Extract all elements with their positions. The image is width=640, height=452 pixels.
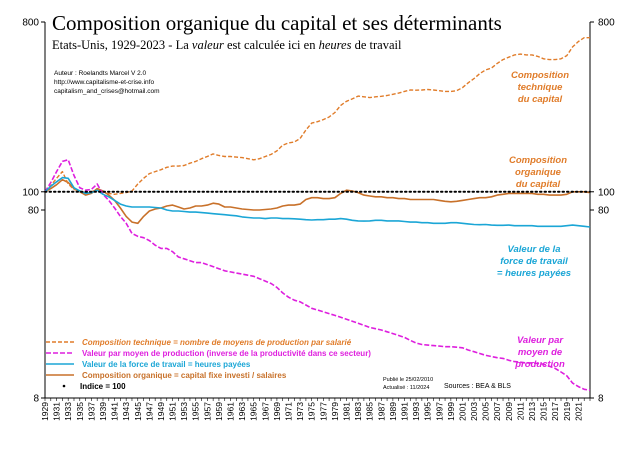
- x-tick-label: 1969: [272, 402, 282, 421]
- x-tick-label: 1947: [144, 402, 154, 421]
- legend-label: Valeur de la force de travail = heures p…: [82, 360, 251, 369]
- updated-date: Actualisé : 11/2024: [383, 385, 429, 391]
- x-tick-label: 1955: [191, 402, 201, 421]
- x-tick-label: 2017: [550, 402, 560, 421]
- y-tick-label-left: 100: [22, 187, 39, 198]
- y-tick-label-right: 800: [598, 18, 615, 29]
- x-tick-label: 1939: [98, 402, 108, 421]
- y-tick-label-right: 8: [598, 394, 604, 405]
- x-tick-label: 2009: [504, 402, 514, 421]
- legend-label: Composition organique = capital fixe inv…: [82, 371, 287, 380]
- x-tick-label: 1929: [40, 402, 50, 421]
- x-tick-label: 1945: [133, 402, 143, 421]
- x-tick-label: 2021: [573, 402, 583, 421]
- x-tick-label: 1957: [202, 402, 212, 421]
- x-tick-label: 1991: [399, 402, 409, 421]
- x-tick-label: 1979: [330, 402, 340, 421]
- x-tick-label: 1943: [121, 402, 131, 421]
- y-tick-label-right: 100: [598, 187, 615, 198]
- series-line-0: [44, 37, 590, 195]
- x-tick-label: 1941: [110, 402, 120, 421]
- x-tick-label: 1975: [307, 402, 317, 421]
- author-line: Auteur : Roelandts Marcel V 2.0: [54, 70, 147, 77]
- annotation-force-travail: force de travail: [500, 256, 568, 267]
- x-tick-label: 1973: [295, 402, 305, 421]
- x-tick-label: 1985: [365, 402, 375, 421]
- x-tick-label: 1971: [284, 402, 294, 421]
- x-tick-label: 1987: [376, 402, 386, 421]
- x-tick-label: 1949: [156, 402, 166, 421]
- x-tick-label: 1937: [86, 402, 96, 421]
- chart-title: Composition organique du capital et ses …: [52, 11, 502, 35]
- legend-label: Composition technique = nombre de moyens…: [82, 338, 352, 347]
- series-line-1: [44, 159, 591, 391]
- x-tick-label: 1965: [249, 402, 259, 421]
- author-email: capitalism_and_crises@hotmail.com: [54, 88, 160, 95]
- x-tick-label: 1935: [75, 402, 85, 421]
- x-tick-label: 2001: [457, 402, 467, 421]
- y-tick-label-left: 800: [22, 18, 39, 29]
- annotation-composition-technique: technique: [518, 82, 564, 93]
- series-group: [44, 37, 591, 391]
- x-tick-label: 1959: [214, 402, 224, 421]
- x-tick-label: 2005: [481, 402, 491, 421]
- legend-label: Valeur par moyen de production (inverse …: [82, 349, 371, 358]
- annotation-composition-technique: du capital: [518, 94, 563, 105]
- x-tick-label: 2015: [539, 402, 549, 421]
- x-tick-label: 1983: [353, 402, 363, 421]
- sources-text: Sources : BEA & BLS: [444, 383, 511, 390]
- x-tick-label: 1989: [388, 402, 398, 421]
- chart-subtitle: Etats-Unis, 1929-2023 - La valeur est ca…: [52, 38, 402, 52]
- x-tick-label: 1995: [423, 402, 433, 421]
- y-tick-label-left: 8: [33, 394, 39, 405]
- annotation-force-travail: = heures payées: [497, 268, 571, 279]
- annotation-valeur-moyen: moyen de: [518, 347, 563, 358]
- x-tick-label: 2013: [527, 402, 537, 421]
- annotation-valeur-moyen: production: [514, 359, 565, 370]
- x-tick-label: 2003: [469, 402, 479, 421]
- x-tick-label: 1931: [52, 402, 62, 421]
- author-url: http://www.capitalisme-et-crise.info: [54, 79, 154, 86]
- x-tick-label: 2007: [492, 402, 502, 421]
- legend: Composition technique = nombre de moyens…: [46, 338, 371, 391]
- x-tick-label: 1967: [260, 402, 270, 421]
- x-tick-label: 1981: [341, 402, 351, 421]
- x-tick-label: 1993: [411, 402, 421, 421]
- annotation-composition-organique: Composition: [509, 155, 567, 166]
- annotation-composition-technique: Composition: [511, 70, 569, 81]
- x-tick-label: 2011: [515, 402, 525, 421]
- x-tick-label: 1933: [63, 402, 73, 421]
- series-line-3: [44, 178, 591, 225]
- annotation-valeur-moyen: Valeur par: [517, 335, 564, 346]
- legend-swatch: [62, 384, 66, 388]
- y-tick-label-left: 80: [28, 206, 40, 217]
- x-tick-label: 2019: [562, 402, 572, 421]
- x-tick-label: 1961: [226, 402, 236, 421]
- annotation-composition-organique: organique: [515, 167, 562, 178]
- x-tick-label: 1999: [446, 402, 456, 421]
- annotation-force-travail: Valeur de la: [508, 244, 561, 255]
- x-tick-label: 1977: [318, 402, 328, 421]
- x-tick-label: 1951: [168, 402, 178, 421]
- annotation-composition-organique: du capital: [516, 179, 561, 190]
- x-tick-label: 1997: [434, 402, 444, 421]
- x-tick-label: 1963: [237, 402, 247, 421]
- y-tick-label-right: 80: [598, 206, 610, 217]
- series-line-2: [44, 176, 591, 228]
- published-date: Publié le 25/02/2010: [383, 377, 433, 383]
- legend-label: Indice = 100: [80, 382, 126, 391]
- x-tick-label: 1953: [179, 402, 189, 421]
